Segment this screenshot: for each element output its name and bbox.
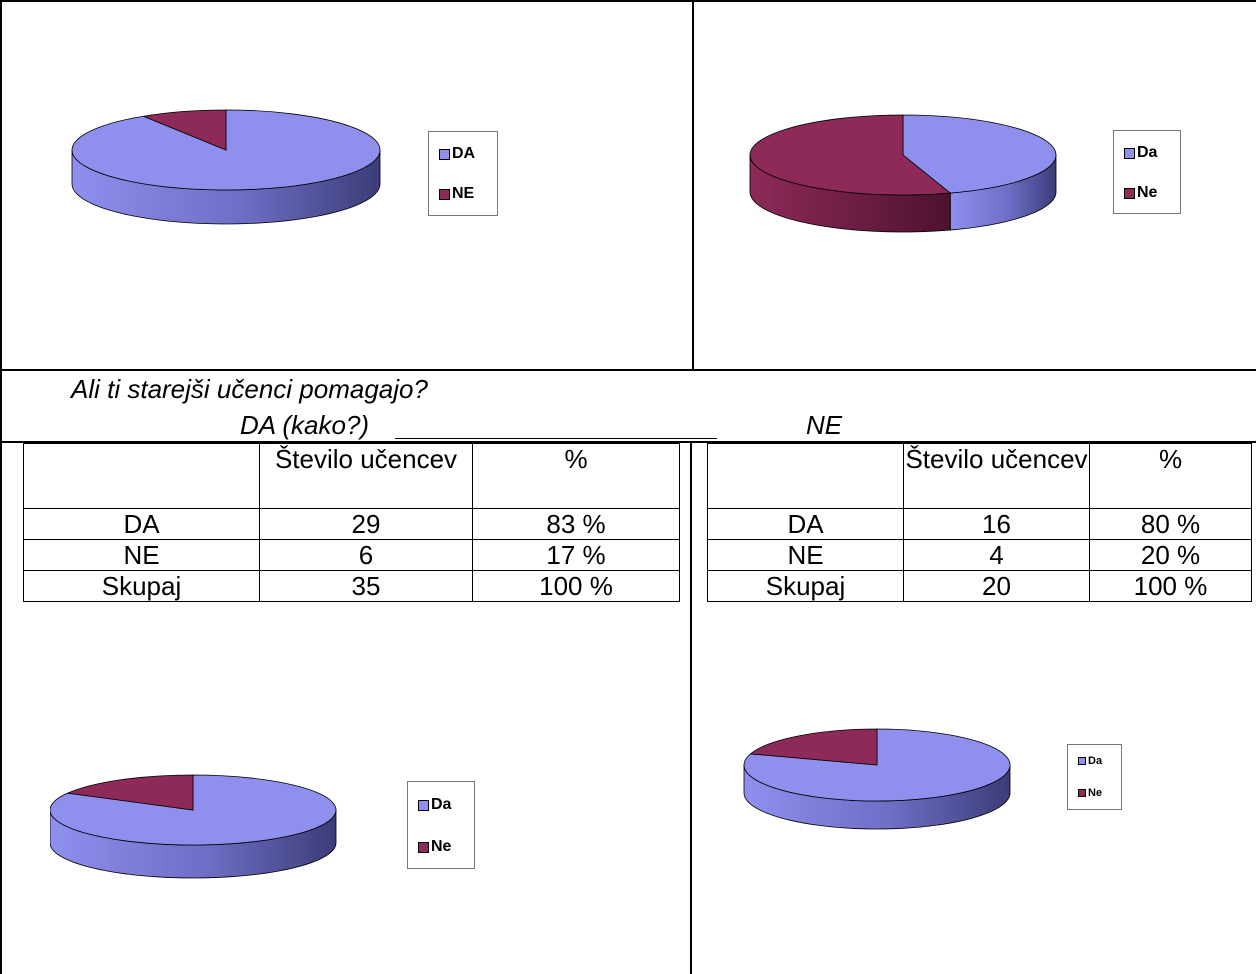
legend-swatch-no: [1078, 789, 1086, 797]
pie-slice-ne: [142, 109, 227, 151]
row-label: DA: [707, 508, 904, 540]
pie-slice-ne: [749, 114, 952, 196]
chart-4-legend: Da Ne: [1067, 744, 1122, 810]
table-row: NE 4 20 %: [707, 539, 1252, 571]
legend-swatch-yes: [1078, 757, 1086, 765]
legend-label: DA: [452, 145, 476, 162]
legend-label: Da: [431, 796, 452, 813]
pie-chart-3: [50, 774, 337, 879]
legend-swatch-yes: [439, 148, 450, 160]
header-cell: Število učencev: [903, 443, 1090, 509]
legend-item-no: NE: [439, 185, 474, 203]
pie-chart-2: [749, 114, 1057, 233]
legend-item-no: Ne: [418, 838, 451, 856]
legend-label: Ne: [431, 838, 452, 855]
legend-label: Ne: [1137, 184, 1158, 201]
row-label: Skupaj: [23, 570, 260, 602]
percent-cell: 80 %: [1089, 508, 1252, 540]
table-row: Skupaj 35 100 %: [23, 570, 680, 602]
grid-top-divider: [692, 0, 694, 370]
pie-chart-1: [71, 109, 381, 225]
row-label: NE: [707, 539, 904, 571]
row-label: NE: [23, 539, 260, 571]
legend-swatch-yes: [418, 799, 429, 811]
row-label: Skupaj: [707, 570, 904, 602]
pie-slice-da: [902, 114, 1057, 194]
legend-swatch-no: [1124, 187, 1135, 199]
answer-no-label: NE: [806, 410, 843, 440]
legend-label: Da: [1088, 755, 1103, 767]
legend-swatch-no: [439, 188, 450, 200]
header-cell: %: [472, 443, 680, 509]
row-label: DA: [23, 508, 260, 540]
count-cell: 16: [903, 508, 1090, 540]
legend-item-yes: Da: [418, 796, 451, 814]
grid-left-border: [0, 0, 2, 974]
percent-cell: 20 %: [1089, 539, 1252, 571]
legend-swatch-yes: [1124, 147, 1135, 159]
count-cell: 35: [259, 570, 473, 602]
legend-item-yes: Da: [1124, 144, 1157, 162]
answer-yes-label: DA (kako?): [240, 410, 370, 440]
legend-label: NE: [452, 185, 475, 202]
header-cell: [707, 443, 904, 509]
answer-blank-line: [395, 438, 717, 439]
table-header-row: Število učencev %: [23, 443, 680, 509]
results-table-2: Število učencev % DA 16 80 % NE 4 20 % S…: [707, 443, 1252, 602]
count-cell: 20: [903, 570, 1090, 602]
legend-swatch-no: [418, 841, 429, 853]
legend-item-no: Ne: [1078, 787, 1102, 799]
count-cell: 4: [903, 539, 1090, 571]
pie-slice-ne: [66, 774, 194, 811]
legend-label: Da: [1137, 144, 1158, 161]
pie-slice-ne: [749, 728, 878, 766]
grid-table-divider: [0, 441, 1256, 443]
legend-item-yes: DA: [439, 145, 475, 163]
legend-label: Ne: [1088, 787, 1103, 799]
table-row: Skupaj 20 100 %: [707, 570, 1252, 602]
survey-question: Ali ti starejši učenci pomagajo?: [71, 374, 428, 404]
grid-top-border: [0, 0, 1256, 2]
percent-cell: 100 %: [472, 570, 680, 602]
percent-cell: 100 %: [1089, 570, 1252, 602]
table-row: NE 6 17 %: [23, 539, 680, 571]
header-cell: [23, 443, 260, 509]
chart-3-legend: Da Ne: [407, 781, 475, 869]
count-cell: 29: [259, 508, 473, 540]
count-cell: 6: [259, 539, 473, 571]
grid-row-divider: [0, 369, 1256, 371]
percent-cell: 83 %: [472, 508, 680, 540]
table-header-row: Število učencev %: [707, 443, 1252, 509]
pie-slice-da: [71, 109, 381, 191]
results-table-1: Število učencev % DA 29 83 % NE 6 17 % S…: [23, 443, 680, 602]
chart-1-legend: DA NE: [428, 131, 498, 216]
header-cell: %: [1089, 443, 1252, 509]
pie-chart-4: [743, 728, 1011, 830]
table-row: DA 29 83 %: [23, 508, 680, 540]
header-cell: Število učencev: [259, 443, 473, 509]
grid-bottom-divider: [690, 443, 692, 974]
chart-2-legend: Da Ne: [1113, 130, 1181, 214]
legend-item-yes: Da: [1078, 755, 1102, 767]
percent-cell: 17 %: [472, 539, 680, 571]
table-row: DA 16 80 %: [707, 508, 1252, 540]
legend-item-no: Ne: [1124, 184, 1157, 202]
